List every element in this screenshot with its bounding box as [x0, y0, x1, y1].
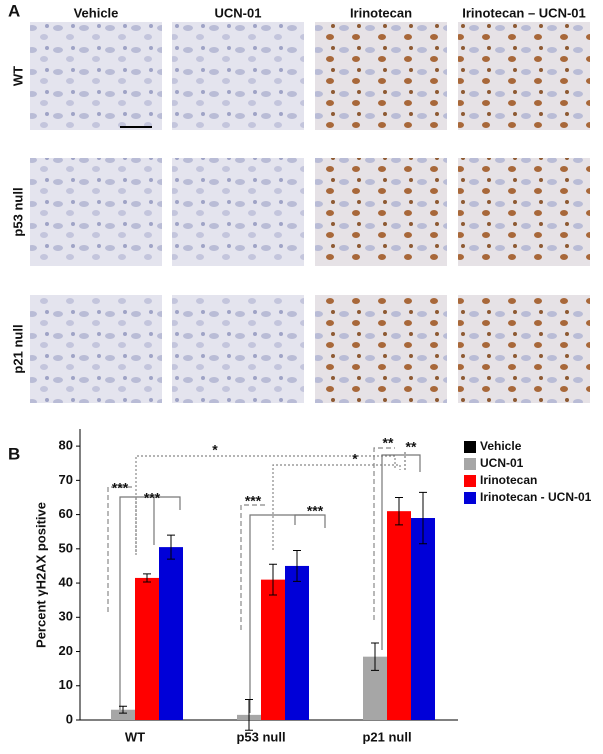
micrograph — [458, 158, 590, 266]
y-tick-label: 40 — [59, 574, 73, 589]
bracket — [381, 454, 421, 650]
y-tick-label: 70 — [59, 472, 73, 487]
bracket — [272, 464, 401, 550]
micrograph — [30, 158, 162, 266]
significance-label: ** — [406, 439, 417, 455]
bar — [285, 565, 309, 720]
error-bar — [395, 496, 403, 526]
bracket — [294, 514, 326, 528]
bar — [159, 547, 183, 720]
micrograph — [315, 158, 447, 266]
micrograph — [30, 22, 162, 130]
y-tick-label: 30 — [59, 609, 73, 624]
bar — [411, 518, 435, 720]
micrograph — [30, 295, 162, 403]
y-tick-label: 0 — [66, 711, 73, 726]
panel-label: A — [8, 1, 20, 20]
bracket — [119, 496, 152, 713]
error-bar — [119, 705, 127, 714]
column-label: Vehicle — [74, 5, 119, 20]
x-tick-label: WT — [125, 729, 145, 744]
legend-swatch — [464, 458, 476, 470]
bar — [135, 577, 159, 720]
legend-label: Irinotecan - UCN-01 — [480, 490, 592, 504]
y-tick-label: 50 — [59, 540, 73, 555]
micrograph — [172, 295, 304, 403]
significance-label: ** — [383, 435, 394, 451]
panel-label: B — [8, 444, 20, 463]
error-bar — [167, 534, 175, 560]
legend-swatch — [464, 475, 476, 487]
micrograph — [315, 22, 447, 130]
micrographs: Vehicle UCN-01 Irinotecan Irinotecan – UCN-… — [10, 5, 590, 403]
y-tick-label: 10 — [59, 677, 73, 692]
significance-label: * — [212, 442, 218, 458]
bracket — [249, 514, 310, 713]
bar-chart: 0 10 20 30 40 50 60 70 80 WT p53 null p21 null Vehic… — [59, 429, 592, 744]
error-bar — [269, 563, 277, 596]
y-tick-label: 20 — [59, 643, 73, 658]
legend-label: Irinotecan — [480, 473, 537, 487]
significance-brackets — [107, 447, 421, 713]
micrograph — [172, 22, 304, 130]
significance-label: *** — [144, 490, 161, 506]
bracket — [135, 455, 396, 555]
error-bar — [293, 550, 301, 582]
row-label: p21 null — [10, 324, 25, 373]
y-tick-label: 60 — [59, 506, 73, 521]
micrograph — [458, 22, 590, 130]
x-tick-label: p53 null — [236, 729, 285, 744]
error-bar — [245, 698, 253, 731]
error-bar — [143, 573, 151, 583]
bar — [261, 579, 285, 720]
significance-label: *** — [307, 503, 324, 519]
column-label: UCN-01 — [215, 5, 262, 20]
legend-swatch — [464, 492, 476, 504]
bracket — [373, 447, 395, 620]
legend-swatch — [464, 441, 476, 453]
significance-label: *** — [245, 493, 262, 509]
significance-label: * — [352, 451, 358, 467]
row-label: p53 null — [10, 187, 25, 236]
error-bar — [371, 642, 379, 671]
micrograph — [172, 158, 304, 266]
legend-label: Vehicle — [480, 439, 522, 453]
significance-label: *** — [112, 480, 129, 496]
y-axis-label: Percent γH2AX positive — [33, 502, 48, 648]
bar — [387, 511, 411, 720]
error-bar — [419, 491, 427, 545]
y-tick-label: 80 — [59, 438, 73, 453]
x-tick-label: p21 null — [362, 729, 411, 744]
bar — [111, 709, 135, 720]
column-label: Irinotecan – UCN-01 — [462, 5, 586, 20]
column-label: Irinotecan — [350, 5, 412, 20]
micrograph — [315, 295, 447, 403]
bracket — [153, 496, 181, 545]
bracket — [240, 504, 268, 630]
micrograph — [458, 295, 590, 403]
row-label: WT — [10, 66, 25, 86]
bracket — [107, 486, 132, 612]
legend-label: UCN-01 — [480, 456, 524, 470]
